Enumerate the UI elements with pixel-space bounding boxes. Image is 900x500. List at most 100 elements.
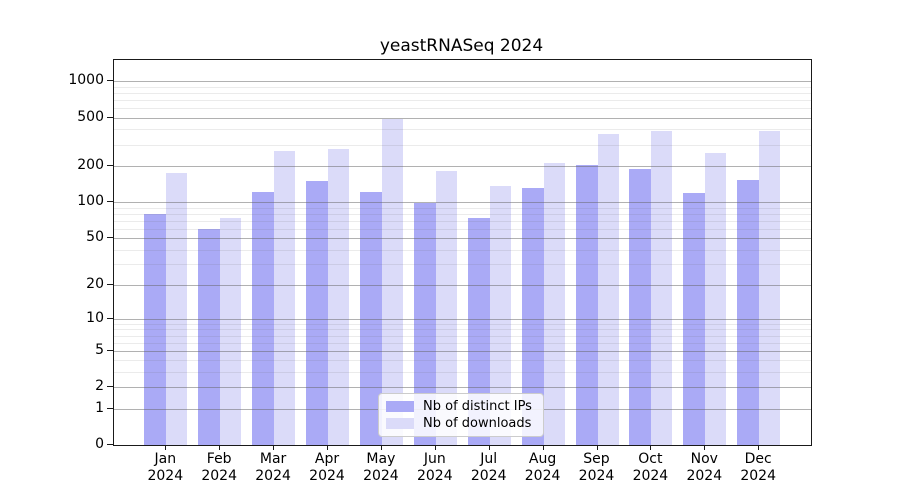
x-tick-label: Mar 2024 xyxy=(255,451,291,484)
gridline-minor xyxy=(114,220,811,222)
y-tick-label: 0 xyxy=(95,436,104,452)
gridline-major xyxy=(114,284,811,286)
gridline-minor xyxy=(114,249,811,251)
x-tick-mark xyxy=(704,445,706,450)
bar-downloads xyxy=(597,134,619,445)
x-tick-label: Jun 2024 xyxy=(416,451,453,484)
y-tick-label: 5 xyxy=(95,341,104,358)
y-tick-mark xyxy=(107,444,113,445)
bar-distinct-ips xyxy=(737,179,760,445)
bar-distinct-ips xyxy=(467,218,490,445)
legend-row-distinct-ips: Nb of distinct IPs xyxy=(386,399,536,414)
bar-downloads xyxy=(489,185,511,445)
bar-downloads xyxy=(705,152,727,445)
gridline-minor xyxy=(114,108,811,110)
y-tick-mark xyxy=(107,407,113,409)
bar-distinct-ips xyxy=(629,169,652,445)
x-tick-label: Feb 2024 xyxy=(201,451,237,484)
bar-downloads xyxy=(651,130,673,445)
y-tick-label: 20 xyxy=(86,275,104,292)
y-tick-label: 200 xyxy=(77,156,104,173)
legend-row-downloads: Nb of downloads xyxy=(386,416,536,431)
x-tick-mark xyxy=(434,445,436,450)
y-tick-label: 2 xyxy=(95,378,104,395)
x-tick-mark xyxy=(165,445,167,450)
bar-distinct-ips xyxy=(252,191,275,445)
legend-swatch-downloads xyxy=(386,418,414,429)
gridline-minor xyxy=(114,129,811,131)
bar-downloads xyxy=(435,171,457,445)
x-tick-mark xyxy=(219,445,221,450)
x-tick-label: Aug 2024 xyxy=(524,451,561,484)
bar-downloads xyxy=(543,162,565,445)
y-tick-mark xyxy=(107,237,113,239)
y-tick-label: 500 xyxy=(77,108,104,125)
gridline-minor xyxy=(114,144,811,146)
x-tick-mark xyxy=(542,445,544,450)
bar-downloads xyxy=(274,151,296,445)
y-tick-mark xyxy=(107,283,113,285)
plot-area xyxy=(113,59,812,446)
gridline-minor xyxy=(114,329,811,331)
legend-label-downloads: Nb of downloads xyxy=(423,416,532,431)
gridline-major xyxy=(114,238,811,240)
bar-downloads xyxy=(328,148,349,445)
y-tick-mark xyxy=(107,201,113,203)
gridline-major xyxy=(114,165,811,167)
x-tick-mark xyxy=(273,445,275,450)
y-tick-label: 100 xyxy=(77,193,104,210)
bar-distinct-ips xyxy=(306,181,328,445)
bar-downloads xyxy=(220,218,242,445)
x-tick-label: Jan 2024 xyxy=(147,451,184,484)
gridline-minor xyxy=(114,213,811,215)
bar-distinct-ips xyxy=(359,192,382,445)
legend: Nb of distinct IPs Nb of downloads xyxy=(378,393,544,437)
bar-distinct-ips xyxy=(575,164,598,445)
y-tick-mark xyxy=(107,164,113,166)
x-tick-label: Jul 2024 xyxy=(470,451,507,484)
x-tick-label: Oct 2024 xyxy=(632,451,669,484)
gridline-minor xyxy=(114,228,811,230)
x-tick-label: May 2024 xyxy=(363,451,399,484)
y-tick-label: 50 xyxy=(86,229,104,246)
bar-distinct-ips xyxy=(413,203,436,445)
x-tick-mark xyxy=(758,445,760,450)
gridline-minor xyxy=(114,342,811,344)
gridline-minor xyxy=(114,264,811,266)
y-tick-label: 10 xyxy=(86,309,104,326)
bar-distinct-ips xyxy=(198,228,221,445)
gridline-major xyxy=(114,318,811,320)
x-tick-label: Nov 2024 xyxy=(686,451,723,484)
gridline-minor xyxy=(114,360,811,362)
gridline-minor xyxy=(114,100,811,102)
bar-downloads xyxy=(381,118,403,445)
x-tick-mark xyxy=(596,445,598,450)
gridline-major xyxy=(114,81,811,83)
x-tick-label: Dec 2024 xyxy=(740,451,776,484)
y-tick-mark xyxy=(107,317,113,319)
gridline-major xyxy=(114,387,811,389)
y-tick-mark xyxy=(107,116,113,118)
y-tick-mark xyxy=(107,349,113,351)
gridline-minor xyxy=(114,86,811,88)
x-tick-label: Apr 2024 xyxy=(309,451,345,484)
bar-downloads xyxy=(759,131,781,445)
x-tick-mark xyxy=(488,445,490,450)
x-tick-label: Sep 2024 xyxy=(578,451,615,484)
x-tick-mark xyxy=(327,445,328,450)
gridline-minor xyxy=(114,323,811,325)
gridline-minor xyxy=(114,93,811,95)
x-tick-mark xyxy=(380,445,382,450)
gridline-minor xyxy=(114,372,811,374)
chart-title: yeastRNASeq 2024 xyxy=(379,36,544,56)
gridline-major xyxy=(114,350,811,352)
gridline-major xyxy=(114,202,811,204)
bar-distinct-ips xyxy=(521,188,544,445)
legend-swatch-distinct-ips xyxy=(386,401,414,412)
legend-label-distinct-ips: Nb of distinct IPs xyxy=(423,399,532,414)
x-tick-mark xyxy=(650,445,652,450)
y-tick-label: 1000 xyxy=(68,72,104,89)
gridline-minor xyxy=(114,335,811,337)
y-tick-label: 1 xyxy=(95,399,104,416)
